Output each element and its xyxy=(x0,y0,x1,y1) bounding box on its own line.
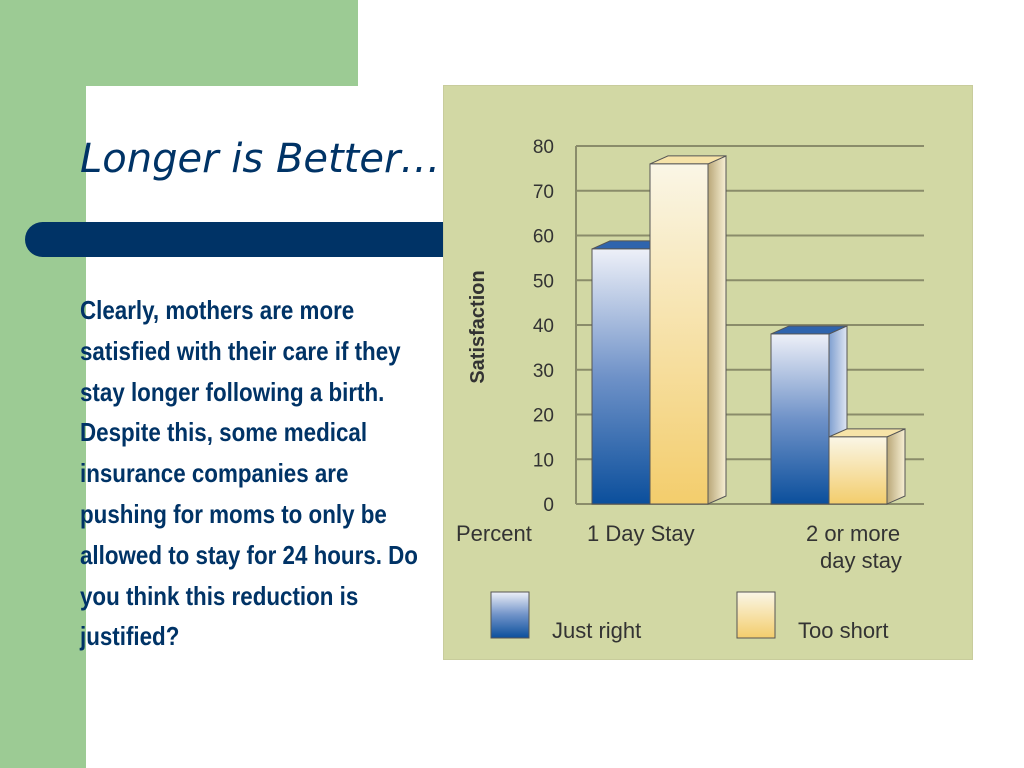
legend: Just right Too short xyxy=(490,591,889,643)
y-tick-label: 60 xyxy=(533,227,554,248)
y-tick-label: 0 xyxy=(543,495,554,516)
title-divider-bar xyxy=(25,222,445,257)
y-tick-label: 30 xyxy=(533,361,554,382)
category-label-2-line1: 2 or more xyxy=(806,521,900,546)
y-axis-label: Satisfaction xyxy=(467,270,489,383)
legend-label-just-right: Just right xyxy=(552,618,641,643)
slide-title: Longer is Better… xyxy=(80,136,441,182)
y-tick-label: 20 xyxy=(533,406,554,427)
slide-body-text: Clearly, mothers are more satisfied with… xyxy=(80,295,418,652)
legend-label-too-short: Too short xyxy=(798,618,889,643)
category-label-2-line2: day stay xyxy=(820,548,902,573)
y-tick-label: 50 xyxy=(533,271,554,292)
y-tick-label: 70 xyxy=(533,182,554,203)
legend-swatch-just-right xyxy=(490,591,530,639)
y-tick-label: 40 xyxy=(533,316,554,337)
content-corner xyxy=(86,86,206,206)
green-side-band xyxy=(0,0,86,768)
chart-canvas: 0 10 20 30 40 50 60 70 80 Satisfaction Percent 1… xyxy=(456,137,924,643)
green-top-band xyxy=(0,0,358,86)
y-tick-label: 80 xyxy=(533,137,554,158)
category-label-1: 1 Day Stay xyxy=(587,521,695,546)
x-axis-label: Percent xyxy=(456,521,532,546)
satisfaction-chart: 0 10 20 30 40 50 60 70 80 Satisfaction Percent 1… xyxy=(443,85,973,660)
bar-too-short-1 xyxy=(649,155,727,505)
legend-swatch-too-short xyxy=(736,591,776,639)
y-tick-label: 10 xyxy=(533,450,554,471)
bar-too-short-2 xyxy=(828,428,906,505)
